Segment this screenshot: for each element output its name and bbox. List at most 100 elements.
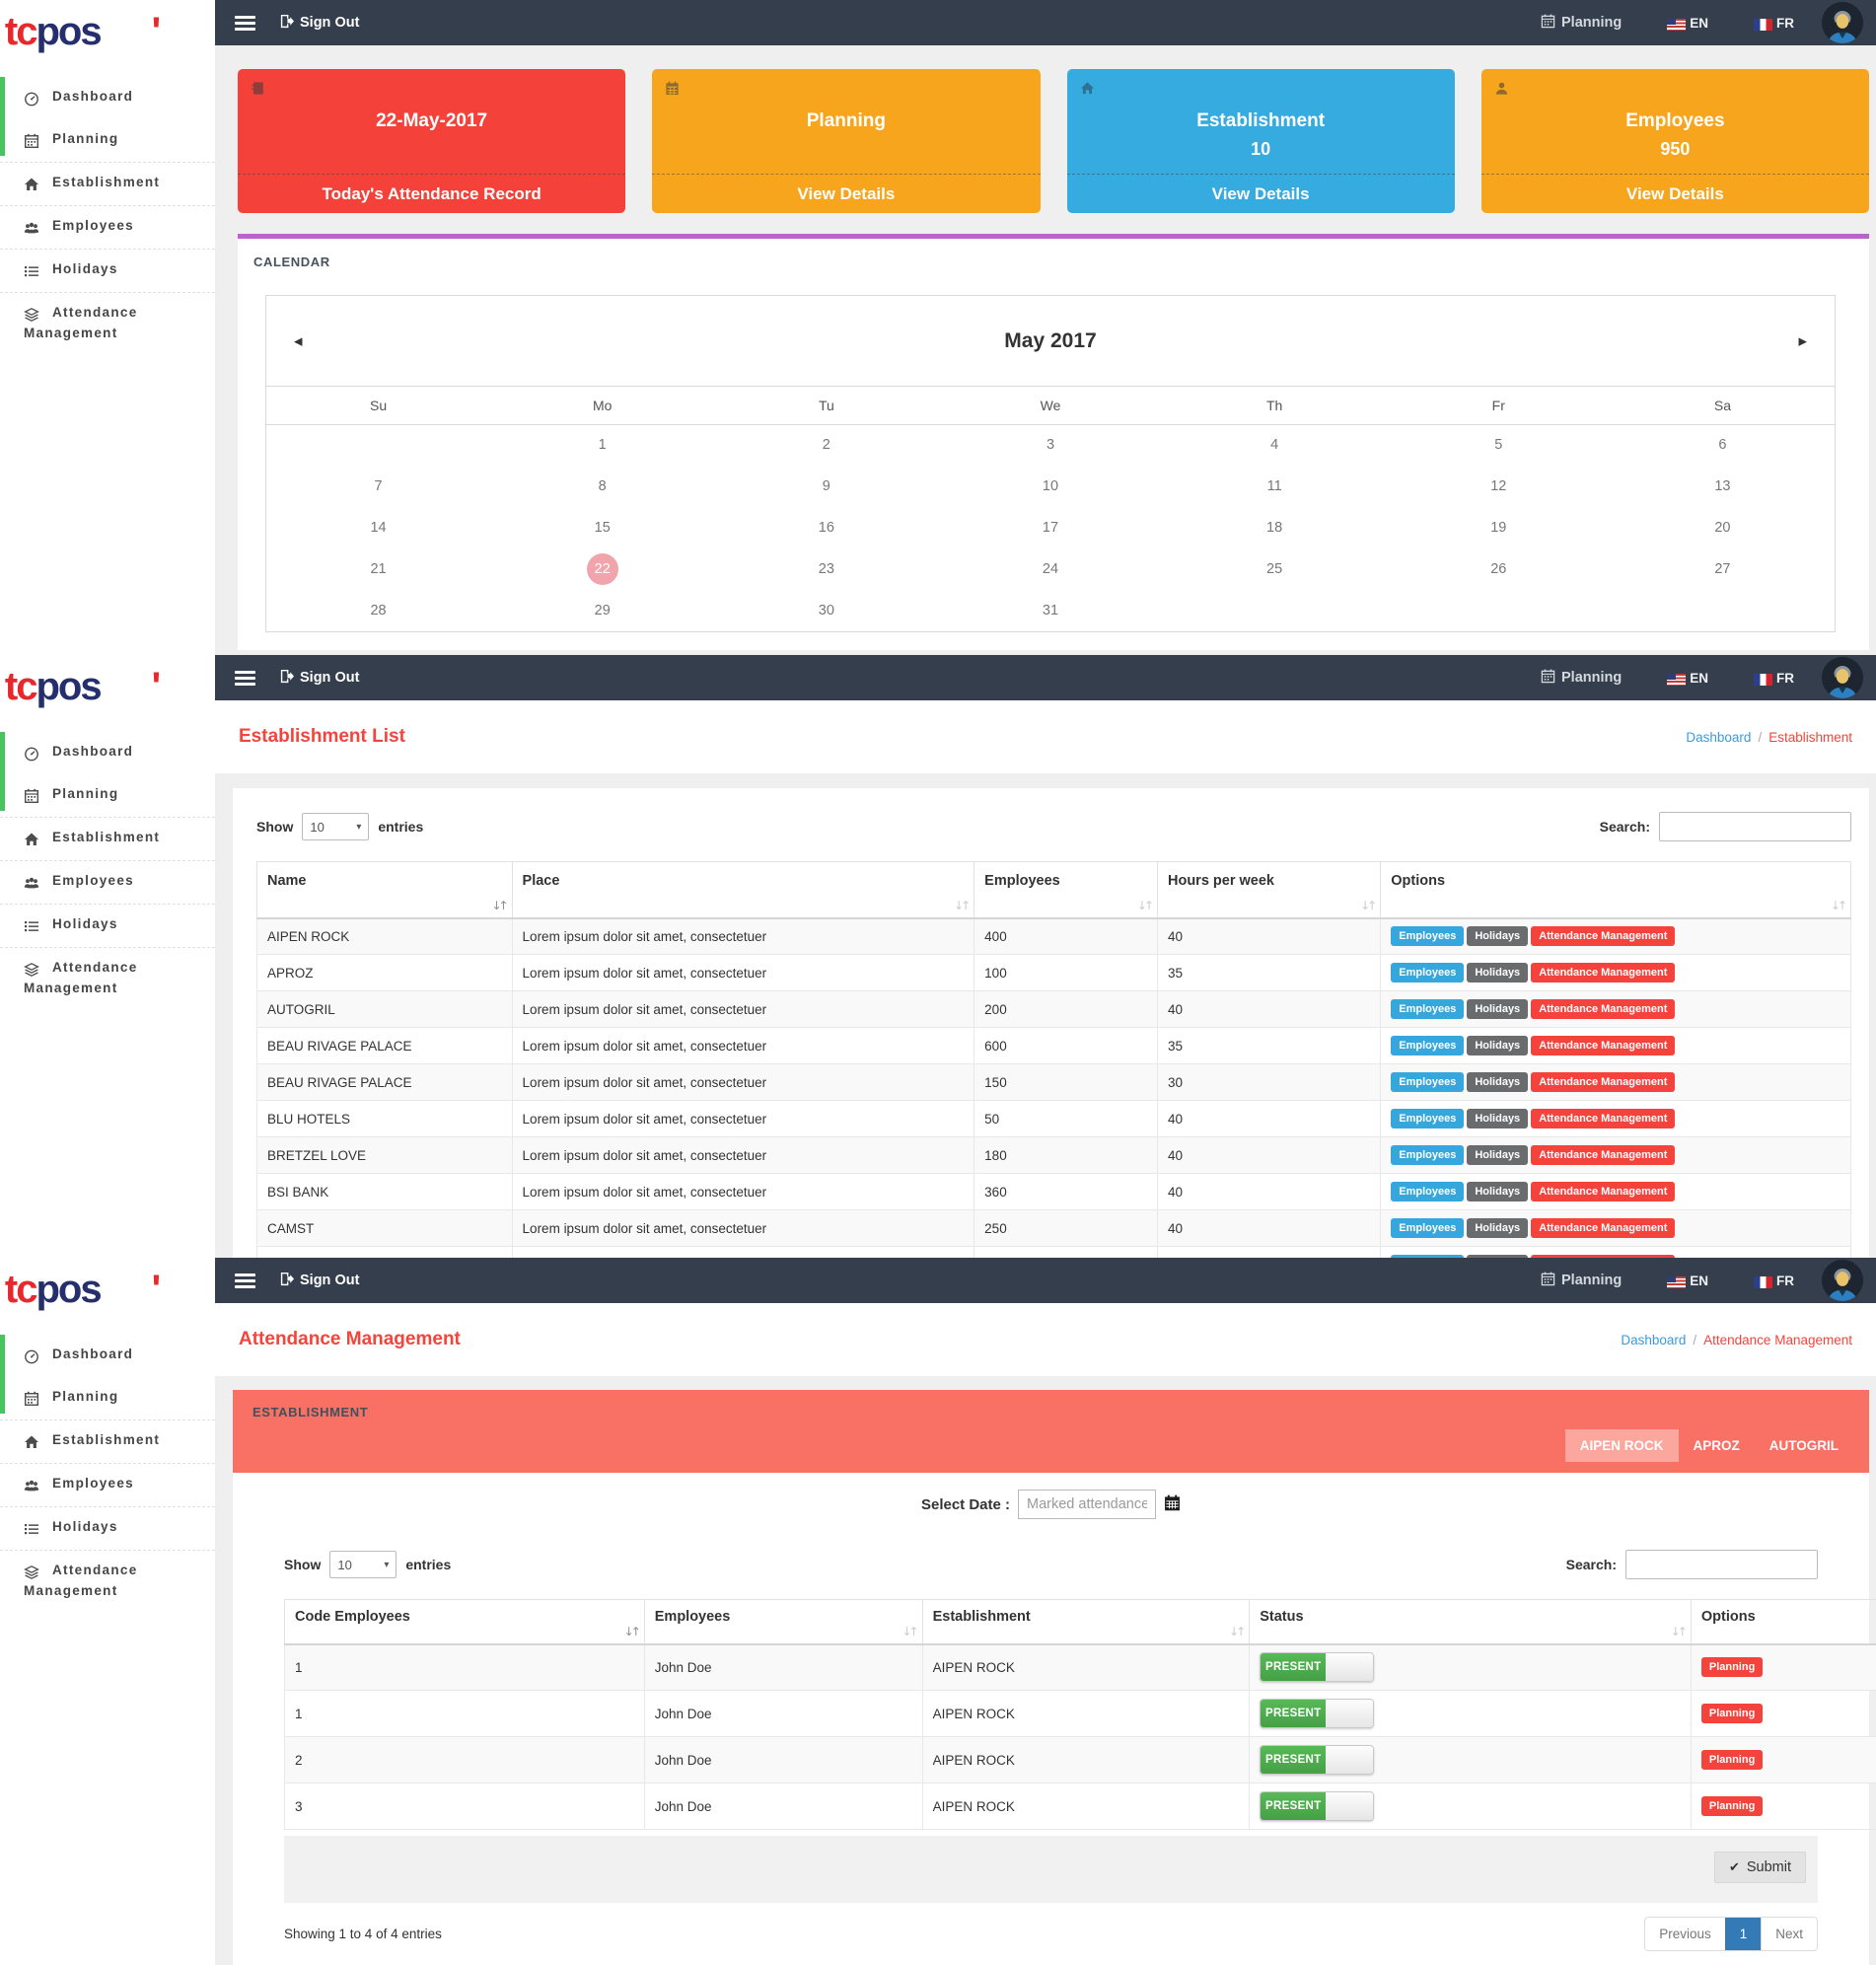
calendar-day[interactable]: 15 [594, 520, 611, 536]
employees-button[interactable]: Employees [1391, 1109, 1465, 1128]
calendar-day[interactable]: 21 [370, 561, 387, 577]
employees-button[interactable]: Employees [1391, 1182, 1465, 1201]
sidebar-item-dashboard[interactable]: Dashboard [0, 1335, 215, 1377]
breadcrumb-dashboard-link[interactable]: Dashboard [1686, 729, 1752, 745]
navbar-planning-link[interactable]: Planning [1541, 1272, 1622, 1290]
attendance-management-button[interactable]: Attendance Management [1531, 1109, 1676, 1128]
calendar-day[interactable] [1706, 593, 1738, 624]
calendar-day[interactable]: 13 [1714, 478, 1731, 494]
sidebar-item-employees[interactable]: Employees [0, 860, 215, 904]
language-fr-button[interactable]: FR [1754, 1274, 1794, 1288]
calendar-day[interactable] [363, 427, 395, 459]
user-avatar[interactable] [1822, 657, 1863, 698]
sidebar-item-attendance-management[interactable]: Attendance Management [0, 947, 215, 1008]
page-size-select[interactable]: 10 ▾ [329, 1551, 397, 1578]
sign-out-button[interactable]: Sign Out [279, 1272, 359, 1290]
calendar-day[interactable]: 20 [1714, 520, 1731, 536]
sidebar-item-holidays[interactable]: Holidays [0, 249, 215, 292]
prev-month-icon[interactable]: ◀ [294, 334, 303, 347]
column-employees[interactable]: Employees ↓↑ [643, 1599, 923, 1645]
sign-out-button[interactable]: Sign Out [279, 669, 359, 688]
holidays-button[interactable]: Holidays [1467, 1145, 1529, 1165]
attendance-management-button[interactable]: Attendance Management [1531, 999, 1676, 1019]
column-hours[interactable]: Hours per week ↓↑ [1156, 861, 1382, 919]
language-en-button[interactable]: EN [1667, 671, 1708, 686]
menu-toggle-icon[interactable] [235, 1271, 255, 1291]
search-input[interactable] [1659, 812, 1851, 841]
sidebar-item-holidays[interactable]: Holidays [0, 1506, 215, 1550]
attendance-management-button[interactable]: Attendance Management [1531, 1218, 1676, 1238]
menu-toggle-icon[interactable] [235, 13, 255, 34]
language-en-button[interactable]: EN [1667, 1274, 1708, 1288]
calendar-day[interactable]: 18 [1266, 520, 1283, 536]
holidays-button[interactable]: Holidays [1467, 1182, 1529, 1201]
calendar-day[interactable]: 5 [1494, 437, 1503, 454]
planning-button[interactable]: Planning [1700, 1750, 1764, 1770]
presence-toggle[interactable]: PRESENT [1260, 1699, 1375, 1728]
card-footer-link[interactable]: View Details [1066, 174, 1455, 213]
sidebar-item-planning[interactable]: Planning [0, 1377, 215, 1419]
holidays-button[interactable]: Holidays [1467, 1255, 1529, 1258]
card-footer-link[interactable]: View Details [1480, 174, 1869, 213]
calendar-day[interactable]: 2 [822, 437, 830, 454]
next-month-icon[interactable]: ▶ [1798, 334, 1807, 347]
attendance-management-button[interactable]: Attendance Management [1531, 1072, 1676, 1092]
attendance-management-button[interactable]: Attendance Management [1531, 1036, 1676, 1055]
user-avatar[interactable] [1822, 2, 1863, 43]
holidays-button[interactable]: Holidays [1467, 999, 1529, 1019]
column-status[interactable]: Status ↓↑ [1249, 1599, 1692, 1645]
attendance-management-button[interactable]: Attendance Management [1531, 926, 1676, 947]
calendar-day[interactable]: 14 [370, 520, 387, 536]
column-code-employees[interactable]: Code Employees ↓↑ [284, 1599, 645, 1645]
attendance-management-button[interactable]: Attendance Management [1531, 963, 1676, 982]
submit-button[interactable]: ✔ Submit [1713, 1852, 1806, 1883]
page-size-select[interactable]: 10 ▾ [302, 813, 370, 840]
sign-out-button[interactable]: Sign Out [279, 14, 359, 33]
sidebar-item-establishment[interactable]: Establishment [0, 162, 215, 205]
calendar-day[interactable] [1482, 593, 1514, 624]
card-footer-link[interactable]: Today's Attendance Record [238, 174, 626, 213]
employees-button[interactable]: Employees [1391, 999, 1465, 1019]
calendar-day[interactable] [1259, 593, 1290, 624]
employees-button[interactable]: Employees [1391, 1255, 1465, 1258]
calendar-day[interactable]: 19 [1490, 520, 1507, 536]
sidebar-item-establishment[interactable]: Establishment [0, 817, 215, 860]
employees-button[interactable]: Employees [1391, 1218, 1465, 1238]
planning-button[interactable]: Planning [1700, 1657, 1764, 1678]
holidays-button[interactable]: Holidays [1467, 926, 1529, 947]
presence-toggle[interactable]: PRESENT [1260, 1791, 1375, 1821]
navbar-planning-link[interactable]: Planning [1541, 14, 1622, 33]
presence-toggle[interactable]: PRESENT [1260, 1745, 1375, 1775]
pagination-next[interactable]: Next [1761, 1918, 1817, 1950]
sidebar-item-dashboard[interactable]: Dashboard [0, 732, 215, 774]
language-fr-button[interactable]: FR [1754, 671, 1794, 686]
calendar-day[interactable]: 3 [1046, 437, 1055, 454]
holidays-button[interactable]: Holidays [1467, 1036, 1529, 1055]
calendar-day[interactable]: 6 [1718, 437, 1727, 454]
calendar-day[interactable]: 31 [1042, 603, 1059, 619]
date-input[interactable] [1018, 1490, 1157, 1519]
pagination-previous[interactable]: Previous [1659, 1927, 1711, 1941]
calendar-day[interactable]: 30 [818, 603, 834, 619]
attendance-management-button[interactable]: Attendance Management [1531, 1145, 1676, 1165]
sidebar-item-dashboard[interactable]: Dashboard [0, 77, 215, 119]
employees-button[interactable]: Employees [1391, 1036, 1465, 1055]
sidebar-item-planning[interactable]: Planning [0, 774, 215, 817]
column-place[interactable]: Place ↓↑ [511, 861, 975, 919]
holidays-button[interactable]: Holidays [1467, 1218, 1529, 1238]
employees-button[interactable]: Employees [1391, 926, 1465, 947]
sidebar-item-attendance-management[interactable]: Attendance Management [0, 1550, 215, 1611]
holidays-button[interactable]: Holidays [1467, 963, 1529, 982]
calendar-day[interactable]: 11 [1266, 478, 1282, 494]
calendar-day[interactable]: 12 [1490, 478, 1507, 494]
breadcrumb-dashboard-link[interactable]: Dashboard [1621, 1332, 1687, 1347]
calendar-day[interactable]: 28 [370, 603, 387, 619]
sidebar-item-employees[interactable]: Employees [0, 1463, 215, 1506]
employees-button[interactable]: Employees [1391, 963, 1465, 982]
holidays-button[interactable]: Holidays [1467, 1109, 1529, 1128]
attendance-management-button[interactable]: Attendance Management [1531, 1255, 1676, 1258]
holidays-button[interactable]: Holidays [1467, 1072, 1529, 1092]
employees-button[interactable]: Employees [1391, 1145, 1465, 1165]
column-options[interactable]: Options↓↑ [1380, 861, 1851, 919]
sidebar-item-establishment[interactable]: Establishment [0, 1419, 215, 1463]
